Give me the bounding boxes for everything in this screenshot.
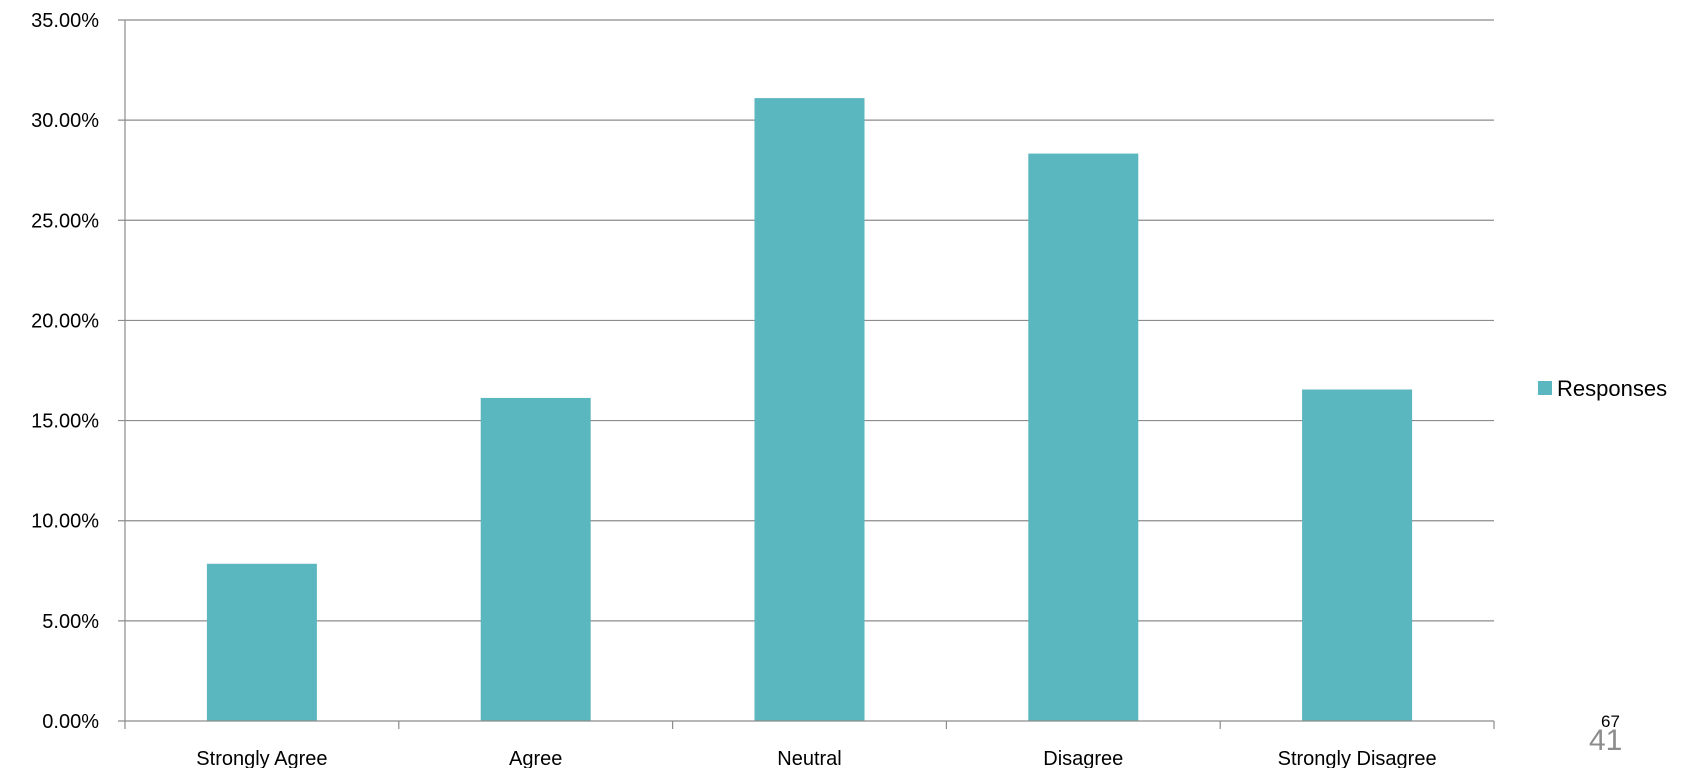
y-tick-label: 35.00% <box>31 10 99 32</box>
y-tick-label: 0.00% <box>42 711 99 733</box>
bar-strongly-disagree <box>1302 389 1413 721</box>
y-tick-label: 25.00% <box>31 210 99 232</box>
y-tick-label: 5.00% <box>42 611 99 633</box>
x-tick-label: Agree <box>509 748 562 768</box>
bar-disagree <box>1028 153 1139 721</box>
y-tick-label: 30.00% <box>31 110 99 132</box>
y-tick-label: 20.00% <box>31 310 99 332</box>
legend-label: Responses <box>1557 376 1667 401</box>
bar-strongly-agree <box>206 563 317 721</box>
legend: Responses <box>1538 376 1667 401</box>
x-tick-label: Neutral <box>777 748 841 768</box>
y-tick-label: 10.00% <box>31 511 99 533</box>
bar-neutral <box>754 98 865 721</box>
y-axis-tick-labels: 0.00% 5.00% 10.00% 15.00% 20.00% 25.00% 30.00%… <box>31 10 99 733</box>
bar-agree <box>480 397 591 721</box>
legend-swatch <box>1538 381 1552 395</box>
x-tick-label: Strongly Disagree <box>1278 748 1437 768</box>
bars <box>206 98 1413 721</box>
x-tick-label: Disagree <box>1043 748 1123 768</box>
x-axis <box>118 20 1495 729</box>
page-number-large: 41 <box>1589 724 1623 757</box>
x-tick-label: Strongly Agree <box>196 748 327 768</box>
page-number-small: 67 <box>1601 712 1620 731</box>
x-axis-tick-labels: Strongly Agree Agree Neutral Disagree Strong… <box>196 748 1436 768</box>
y-tick-label: 15.00% <box>31 411 99 433</box>
